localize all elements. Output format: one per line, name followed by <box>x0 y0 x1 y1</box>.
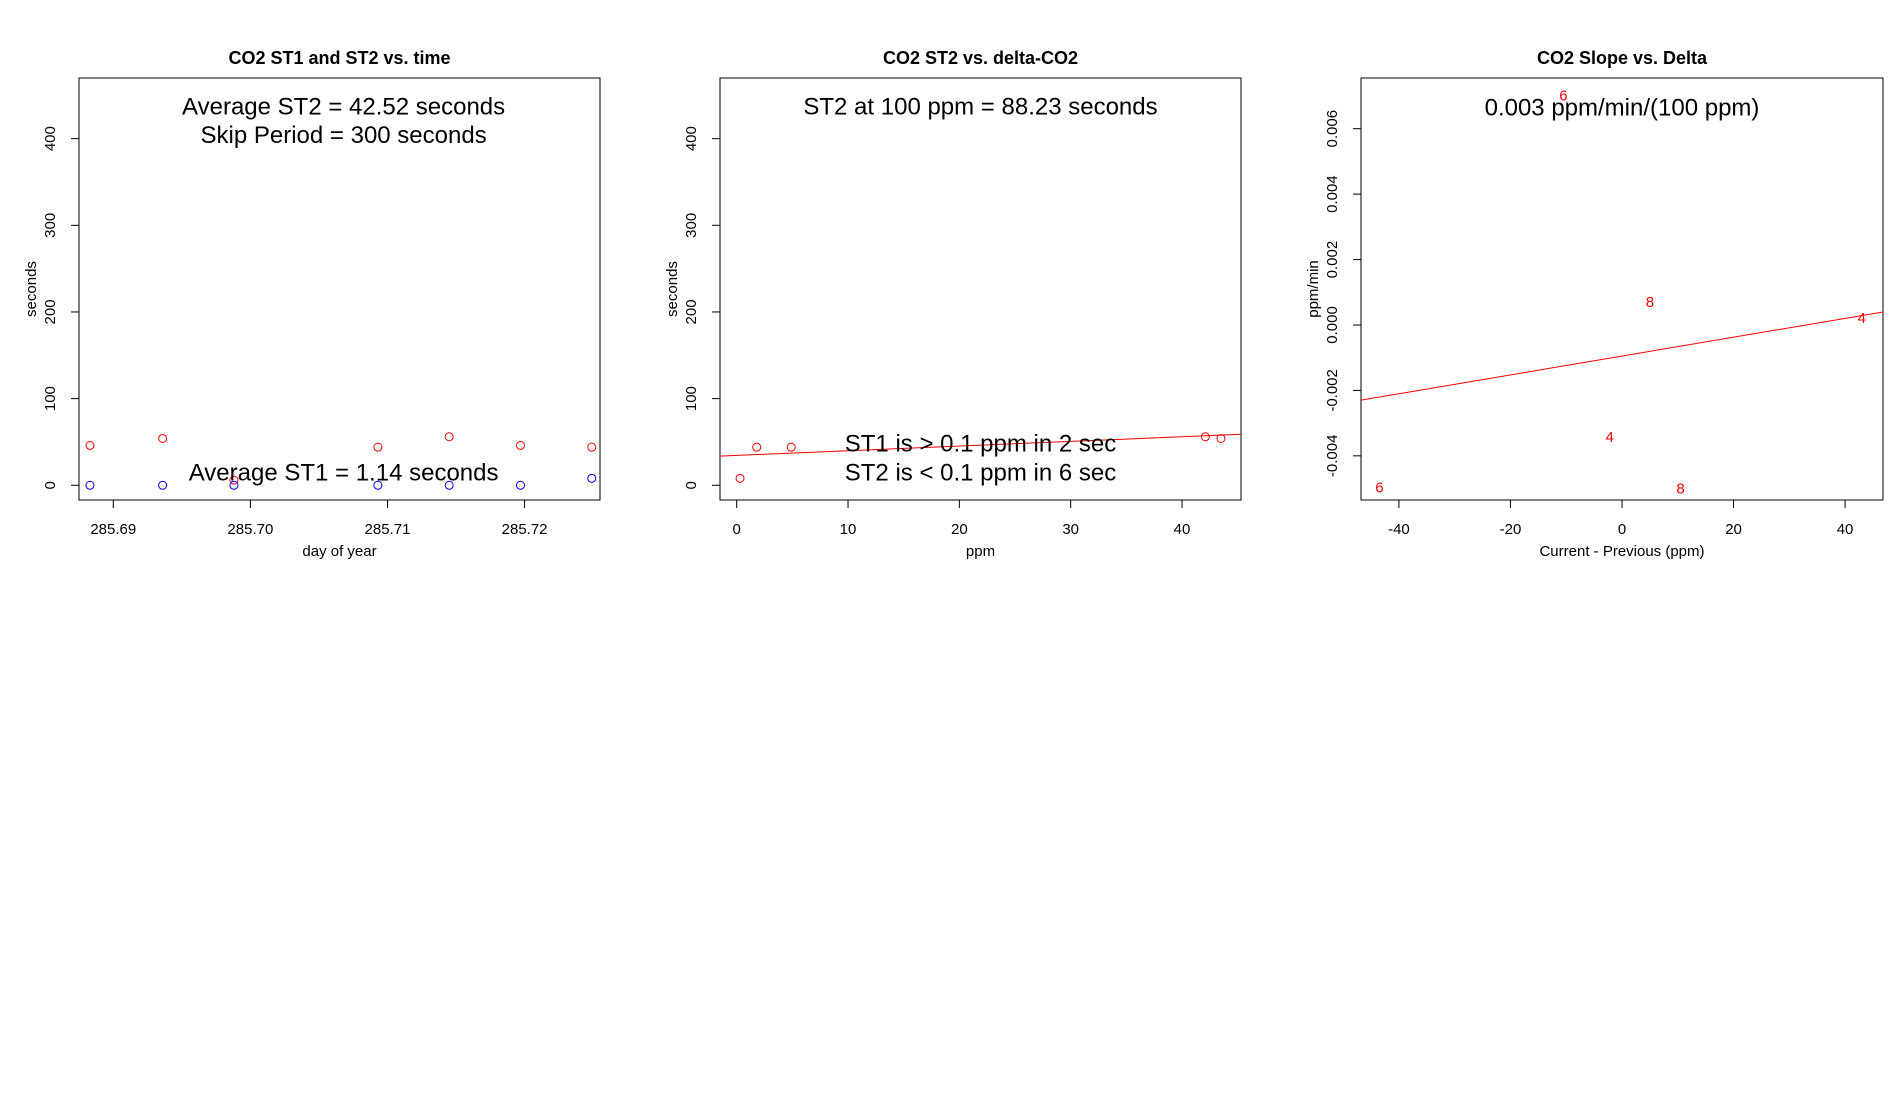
y-tick-label: 300 <box>42 213 59 238</box>
y-tick-label: 100 <box>683 386 700 411</box>
data-point-label: 6 <box>1559 87 1567 104</box>
x-tick-label: 40 <box>1174 521 1191 538</box>
chart-annotation: 0.003 ppm/min/(100 ppm) <box>1485 94 1760 121</box>
data-point-st2 <box>229 475 239 485</box>
x-tick-label: -20 <box>1500 521 1522 538</box>
plot-frame <box>1360 77 1884 501</box>
x-axis-label: Current - Previous (ppm) <box>1539 543 1704 560</box>
data-point-st1 <box>444 480 454 490</box>
plot-frame <box>78 77 601 501</box>
data-point-label: 4 <box>1606 429 1614 446</box>
data-point-st1 <box>515 480 525 490</box>
x-axis-label: day of year <box>302 543 376 560</box>
x-tick-label: 285.71 <box>365 521 411 538</box>
y-tick-label: 0 <box>683 481 700 489</box>
data-point-st2 <box>1216 433 1226 443</box>
x-tick-label: 20 <box>951 521 968 538</box>
data-point-st2 <box>85 440 95 450</box>
x-tick-label: 0 <box>1618 521 1626 538</box>
y-axis-label: seconds <box>664 261 681 317</box>
data-point-label: 8 <box>1646 294 1654 311</box>
y-tick-label: 100 <box>42 386 59 411</box>
data-point-label: 4 <box>1858 310 1866 327</box>
y-axis-label: ppm/min <box>1305 260 1322 318</box>
x-tick-label: 0 <box>733 521 741 538</box>
x-tick-label: -40 <box>1388 521 1410 538</box>
y-tick-label: -0.004 <box>1324 435 1341 478</box>
chart-annotation: ST2 at 100 ppm = 88.23 seconds <box>803 94 1157 121</box>
data-point-st2 <box>373 442 383 452</box>
chart-title: CO2 ST2 vs. delta-CO2 <box>883 48 1078 68</box>
data-point-st2 <box>1200 432 1210 442</box>
x-tick-label: 30 <box>1062 521 1079 538</box>
data-point-st1 <box>158 480 168 490</box>
data-point-st2 <box>587 442 597 452</box>
chart-annotation: Average ST1 = 1.14 seconds <box>189 459 499 486</box>
y-tick-label: 0 <box>42 481 59 489</box>
chart-title: CO2 Slope vs. Delta <box>1537 48 1708 68</box>
chart-annotation: Skip Period = 300 seconds <box>201 122 487 149</box>
chart-panel-st2-vs-delta: CO2 ST2 vs. delta-CO2 ppm seconds 0 10 20 3… <box>664 48 1242 560</box>
chart-annotation: Average ST2 = 42.52 seconds <box>182 94 505 121</box>
regression-line <box>720 433 1241 457</box>
data-point-st1 <box>229 480 239 490</box>
y-tick-label: 400 <box>683 126 700 151</box>
data-point-st2 <box>515 440 525 450</box>
data-point-st2 <box>752 442 762 452</box>
data-point-st2 <box>444 432 454 442</box>
y-tick-label: 0.004 <box>1324 175 1341 213</box>
data-point-st1 <box>587 473 597 483</box>
y-tick-label: 0.006 <box>1324 110 1341 148</box>
chart-annotation: ST1 is > 0.1 ppm in 2 sec <box>845 431 1116 458</box>
data-point-st2 <box>158 433 168 443</box>
x-tick-label: 285.72 <box>502 521 548 538</box>
chart-title: CO2 ST1 and ST2 vs. time <box>228 48 450 68</box>
regression-line <box>1361 311 1883 401</box>
y-axis-label: seconds <box>23 261 40 317</box>
chart-panel-st1-st2-vs-time: CO2 ST1 and ST2 vs. time day of year sec… <box>23 48 601 560</box>
data-point-st1 <box>85 480 95 490</box>
y-tick-label: 200 <box>683 299 700 324</box>
y-tick-label: -0.002 <box>1324 369 1341 412</box>
x-axis-label: ppm <box>966 543 995 560</box>
y-tick-label: 300 <box>683 213 700 238</box>
chart-annotation: ST2 is < 0.1 ppm in 6 sec <box>845 459 1116 486</box>
x-tick-label: 285.70 <box>227 521 273 538</box>
plot-frame <box>719 77 1242 501</box>
y-tick-label: 0.000 <box>1324 306 1341 344</box>
y-tick-label: 400 <box>42 126 59 151</box>
x-tick-label: 40 <box>1837 521 1854 538</box>
data-point-label: 6 <box>1375 480 1383 497</box>
y-tick-label: 0.002 <box>1324 241 1341 279</box>
x-tick-label: 20 <box>1725 521 1742 538</box>
x-tick-label: 285.69 <box>90 521 136 538</box>
data-point-label: 8 <box>1676 481 1684 498</box>
data-point-st2 <box>735 473 745 483</box>
data-point-st1 <box>373 480 383 490</box>
data-point-st2 <box>786 442 796 452</box>
chart-panel-slope-vs-delta: CO2 Slope vs. Delta Current - Previous (… <box>1305 48 1884 560</box>
x-tick-label: 10 <box>840 521 857 538</box>
y-tick-label: 200 <box>42 299 59 324</box>
